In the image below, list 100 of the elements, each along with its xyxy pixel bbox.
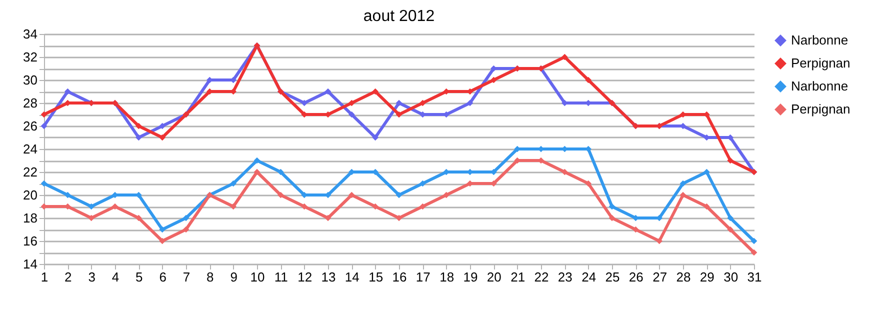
point [750, 249, 758, 256]
point [704, 168, 710, 176]
point [466, 100, 474, 106]
x-tick-label: 27 [652, 270, 668, 284]
point [490, 76, 497, 84]
point [301, 203, 308, 210]
point [88, 203, 94, 210]
x-tick-label: 20 [486, 270, 502, 284]
y-tick-label: 30 [23, 72, 38, 88]
x-tick-label: 4 [112, 270, 120, 284]
point [278, 168, 284, 176]
point [348, 111, 355, 118]
point [230, 203, 236, 210]
point [254, 168, 260, 176]
x-tick-label: 13 [321, 270, 336, 284]
point [420, 203, 426, 210]
point [182, 214, 190, 222]
y-tick-label: 22 [23, 164, 38, 180]
x-tick-label: 24 [582, 270, 596, 284]
point [136, 214, 142, 222]
x-tick-label: 17 [416, 270, 430, 284]
point [324, 88, 332, 95]
point [64, 192, 71, 198]
x-tick-label: 29 [700, 270, 714, 284]
x-tick-label: 6 [159, 270, 166, 284]
y-tick-label: 28 [23, 96, 38, 110]
y-tick-label: 26 [23, 118, 38, 134]
point [112, 203, 118, 210]
x-tick-label: 23 [558, 270, 572, 284]
point [136, 134, 142, 141]
point [136, 122, 142, 130]
point [230, 180, 236, 187]
point [396, 192, 402, 198]
point [727, 214, 734, 222]
x-tick-label: 2 [64, 270, 72, 284]
x-tick-label: 8 [206, 270, 214, 284]
point [443, 192, 450, 198]
x-tick-label: 16 [392, 270, 407, 284]
legend-label: Perpignan [791, 102, 850, 116]
point [159, 122, 166, 130]
x-tick-label: 26 [628, 270, 644, 284]
point [64, 88, 71, 95]
point [680, 180, 686, 187]
point [420, 180, 426, 187]
chart-title: aout 2012 [363, 8, 435, 25]
x-tick-label: 19 [463, 270, 478, 284]
y-tick-label: 14 [23, 256, 38, 272]
point [254, 157, 260, 164]
y-tick-label: 18 [23, 210, 38, 226]
point [159, 238, 166, 244]
point [301, 100, 308, 106]
point [608, 203, 616, 210]
point [396, 100, 402, 106]
x-tick-label: 5 [136, 270, 143, 284]
point [348, 192, 355, 198]
point [159, 134, 166, 141]
point [372, 203, 378, 210]
x-tick-label: 28 [676, 270, 691, 284]
x-tick-label: 14 [344, 270, 360, 284]
point [88, 214, 94, 222]
point [750, 238, 758, 244]
point [562, 54, 568, 60]
point [585, 76, 592, 84]
x-tick-label: 30 [724, 270, 738, 284]
x-tick-label: 11 [274, 270, 288, 284]
point [182, 226, 190, 233]
point [608, 214, 616, 222]
x-tick-label: 1 [40, 270, 48, 284]
point [632, 226, 639, 233]
y-tick-label: 24 [23, 142, 38, 156]
point [396, 214, 402, 222]
x-tick-label: 15 [368, 270, 384, 284]
legend-label: Perpignan [791, 56, 850, 70]
x-tick-label: 3 [88, 270, 96, 284]
x-tick-label: 7 [182, 270, 190, 284]
point [278, 192, 284, 198]
x-tick-label: 25 [605, 270, 620, 284]
x-tick-label: 9 [230, 270, 238, 284]
point [420, 100, 426, 106]
point [348, 100, 355, 106]
point [396, 111, 402, 118]
point [656, 238, 662, 244]
x-tick-label: 22 [534, 270, 549, 284]
point [680, 192, 686, 198]
y-tick-label: 32 [23, 50, 38, 64]
x-tick-label: 10 [250, 270, 265, 284]
point [585, 180, 592, 187]
point [727, 226, 734, 233]
legend-label: Narbonne [791, 32, 848, 48]
y-tick-label: 16 [23, 234, 38, 248]
y-tick-label: 34 [23, 26, 38, 42]
point [704, 203, 710, 210]
point [562, 168, 568, 176]
point [372, 88, 378, 95]
x-tick-label: 31 [747, 270, 762, 284]
point [159, 226, 166, 233]
x-tick-label: 21 [510, 270, 526, 284]
legend-label: Narbonne [791, 78, 848, 94]
point [727, 157, 734, 164]
point [372, 134, 378, 141]
